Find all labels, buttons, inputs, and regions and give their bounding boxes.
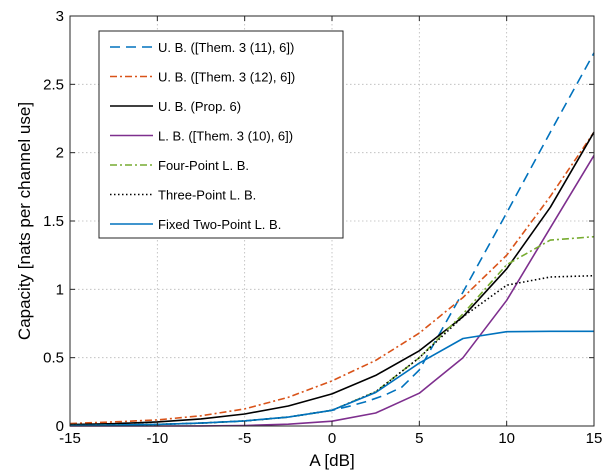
legend-entry-label: Fixed Two-Point L. B. — [158, 217, 281, 232]
legend-entry-label: U. B. (Prop. 6) — [158, 99, 241, 114]
legend-entry-label: U. B. ([Them. 3 (12), 6]) — [158, 70, 295, 85]
legend-entry-label: U. B. ([Them. 3 (11), 6]) — [158, 40, 294, 55]
x-tick-label: -5 — [238, 430, 251, 447]
x-tick-label: 5 — [415, 430, 423, 447]
series-line — [69, 131, 595, 425]
x-tick-label: 10 — [498, 430, 515, 447]
x-tick-label: 15 — [586, 430, 603, 447]
y-axis-label: Capacity [nats per channel use] — [15, 102, 34, 340]
x-axis-label: A [dB] — [309, 451, 354, 470]
x-tick-label: -15 — [59, 430, 81, 447]
y-tick-label: 0.5 — [43, 350, 64, 367]
legend-box — [98, 30, 344, 239]
y-tick-label: 1.5 — [43, 213, 64, 230]
legend-entry-label: Three-Point L. B. — [158, 188, 256, 203]
axis-ticks: -15 -10 -5 0 5 10 15 0 0.5 1 1.5 2 2.5 3 — [43, 8, 602, 447]
x-tick-label: 0 — [328, 430, 336, 447]
y-tick-label: 0 — [56, 418, 64, 435]
legend-entry-label: Four-Point L. B. — [158, 158, 249, 173]
y-tick-label: 1 — [56, 281, 64, 298]
legend: U. B. ([Them. 3 (11), 6]) U. B. ([Them. 3… — [98, 30, 344, 239]
y-tick-label: 3 — [56, 8, 64, 25]
legend-entry-label: L. B. ([Them. 3 (10), 6]) — [158, 129, 293, 144]
y-tick-label: 2.5 — [43, 76, 64, 93]
y-tick-label: 2 — [56, 145, 64, 162]
x-tick-label: -10 — [146, 430, 168, 447]
